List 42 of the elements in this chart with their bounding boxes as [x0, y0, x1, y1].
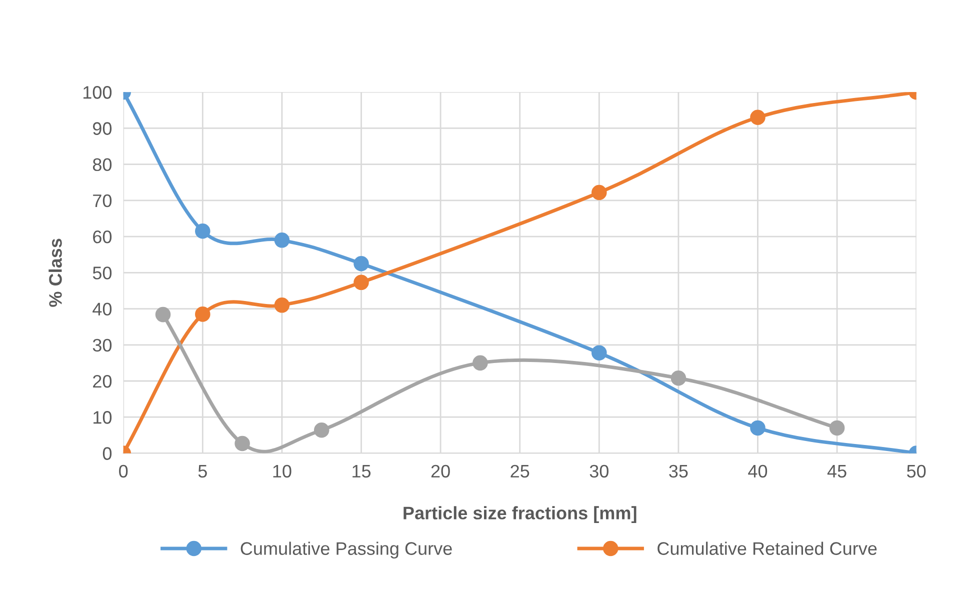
y-tick-label: 100: [84, 86, 112, 99]
y-tick-label: 0: [102, 447, 112, 460]
x-tick-label: 15: [352, 465, 371, 478]
legend-label: Cumulative Retained Curve: [658, 542, 877, 555]
y-tick-label: 70: [93, 194, 112, 208]
point: [829, 420, 845, 436]
point: [750, 420, 766, 436]
y-tick-label: 90: [93, 122, 112, 135]
y-tick-label: 10: [94, 411, 112, 424]
y-tick-label: 40: [92, 302, 112, 316]
x-tick-label: 5: [198, 465, 207, 478]
y-axis-title: % Class: [48, 238, 62, 307]
point: [314, 422, 330, 438]
x-axis-title: Particle size fractions [mm]: [404, 506, 636, 524]
point: [592, 184, 607, 200]
x-tick-label: 25: [510, 464, 530, 478]
point: [670, 370, 686, 386]
y-tick-label: 50: [92, 266, 112, 280]
y-tick-label: 30: [92, 338, 112, 352]
x-tick-label: 0: [119, 464, 128, 478]
x-tick-label: 30: [590, 464, 608, 478]
point: [354, 274, 369, 290]
y-tick-label: 80: [92, 158, 112, 172]
point: [472, 355, 488, 371]
point: [155, 306, 171, 322]
x-tick-label: 50: [907, 464, 926, 478]
x-tick-label: 40: [748, 464, 768, 478]
y-tick-label: 20: [93, 374, 112, 388]
x-tick-label: 45: [827, 465, 846, 478]
point: [274, 298, 290, 313]
point: [274, 232, 290, 248]
y-tick-label: 60: [93, 230, 112, 244]
point: [234, 436, 250, 452]
point: [750, 110, 766, 126]
point: [195, 306, 210, 322]
x-tick-label: 20: [431, 464, 450, 478]
point: [195, 224, 210, 239]
point: [592, 345, 607, 360]
x-tick-label: 10: [273, 464, 292, 478]
legend-label: Cumulative Passing Curve: [240, 542, 452, 559]
x-tick-label: 35: [669, 464, 688, 478]
point: [354, 256, 369, 272]
